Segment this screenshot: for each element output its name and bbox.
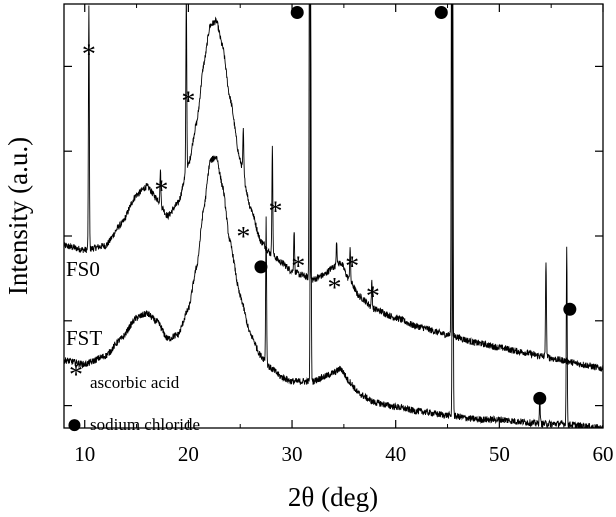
x-tick-label: 10 <box>74 442 95 466</box>
series-line-fs0 <box>64 4 603 372</box>
ascorbic-acid-marker: * <box>236 222 250 253</box>
x-tick-label: 30 <box>282 442 303 466</box>
x-tick-label: 50 <box>489 442 510 466</box>
legend-label-ascorbic-acid: ascorbic acid <box>90 373 180 392</box>
axis-ticks: 10 20 30 40 50 60 <box>64 4 614 466</box>
x-tick-label: 20 <box>178 442 199 466</box>
legend-symbol-ascorbic-acid: * <box>69 360 83 391</box>
sodium-chloride-marker <box>254 260 268 274</box>
series-layer <box>64 4 603 428</box>
x-tick-label: 40 <box>385 442 406 466</box>
ascorbic-acid-marker: * <box>345 252 359 283</box>
ascorbic-acid-marker: * <box>268 197 282 228</box>
ascorbic-acid-marker: * <box>328 273 342 304</box>
peak-markers: ********* <box>82 5 577 405</box>
series-label-fs0: FS0 <box>66 257 100 281</box>
ascorbic-acid-marker: * <box>154 175 168 206</box>
plot-area <box>63 3 604 429</box>
x-axis-title: 2θ (deg) <box>288 482 378 512</box>
series-label-fst: FST <box>66 326 102 350</box>
ascorbic-acid-marker: * <box>366 281 380 312</box>
plot-frame <box>63 3 604 429</box>
ascorbic-acid-marker: * <box>82 40 96 71</box>
ascorbic-acid-marker: * <box>181 86 195 117</box>
series-line-fst <box>64 4 603 428</box>
sodium-chloride-marker <box>434 5 448 19</box>
ascorbic-acid-marker: * <box>291 252 305 283</box>
y-axis-title: Intensity (a.u.) <box>3 137 33 295</box>
legend: * ascorbic acid ● sodium chloride <box>66 360 200 440</box>
x-tick-label: 60 <box>593 442 614 466</box>
legend-label-sodium-chloride: sodium chloride <box>90 415 200 434</box>
sodium-chloride-marker <box>563 302 577 316</box>
sodium-chloride-marker <box>290 5 304 19</box>
legend-symbol-sodium-chloride: ● <box>66 409 83 440</box>
sodium-chloride-marker <box>533 391 547 405</box>
